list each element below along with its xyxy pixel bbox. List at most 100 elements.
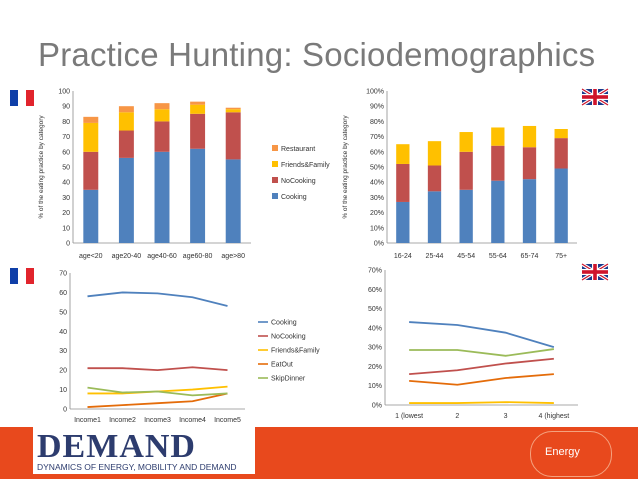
x-tick-label: 1 (lowest: [395, 413, 423, 420]
legend-label: Friends&Family: [281, 162, 330, 169]
y-tick-label: 40%: [370, 180, 384, 187]
bar-segment: [396, 163, 410, 202]
x-tick-label: Income3: [144, 417, 171, 424]
logo-text: DEMAND: [37, 428, 196, 465]
page-title: Practice Hunting: Sociodemographics: [38, 36, 596, 73]
y-tick-label: 20%: [368, 364, 382, 371]
bar-segment: [459, 151, 473, 190]
y-tick-label: 70: [62, 134, 70, 141]
bar-segment: [459, 189, 473, 243]
legend-label: Restaurant: [281, 146, 315, 153]
bar-segment: [522, 147, 537, 180]
bar-segment: [118, 112, 134, 131]
energy-badge-text: Energy: [545, 446, 580, 458]
y-tick-label: 60: [59, 290, 67, 297]
bar-segment: [554, 138, 568, 169]
y-tick-label: 10: [62, 225, 70, 232]
bar-segment: [154, 103, 170, 110]
uk-flag-icon: [581, 262, 609, 282]
x-tick-label: 4 (highest: [539, 413, 570, 420]
bar-segment: [225, 159, 241, 243]
y-tick-label: 10: [59, 387, 67, 394]
bar-segment: [118, 130, 134, 158]
legend-label: EatOut: [271, 362, 293, 369]
bar-segment: [427, 141, 442, 166]
y-tick-label: 60%: [368, 287, 382, 294]
y-tick-label: 40: [62, 180, 70, 187]
bar-segment: [427, 191, 442, 243]
bar-segment: [154, 151, 170, 243]
bar-segment: [83, 151, 99, 190]
y-tick-label: 80%: [370, 119, 384, 126]
x-tick-label: age>80: [221, 253, 245, 260]
y-tick-label: 60: [62, 149, 70, 156]
x-tick-label: 2: [455, 413, 459, 420]
y-tick-label: 10%: [368, 383, 382, 390]
y-tick-label: 10%: [370, 225, 384, 232]
series-line: [409, 373, 554, 386]
series-line: [409, 357, 554, 376]
bar-segment: [118, 106, 134, 113]
y-tick-label: 0%: [374, 241, 384, 248]
y-tick-label: 20%: [370, 210, 384, 217]
x-tick-label: 65-74: [521, 253, 539, 260]
y-tick-label: 80: [62, 119, 70, 126]
series-line: [409, 321, 555, 349]
france-flag-icon: [10, 90, 34, 106]
y-tick-label: 100: [58, 89, 70, 96]
legend-label: SkipDinner: [271, 376, 306, 383]
x-tick-label: 45-54: [457, 253, 475, 260]
x-tick-label: Income2: [109, 417, 136, 424]
legend-label: Cooking: [271, 320, 297, 327]
x-tick-label: 3: [504, 413, 508, 420]
logo-subtitle: DYNAMICS OF ENERGY, MOBILITY AND DEMAND: [37, 462, 237, 472]
y-tick-label: 50%: [370, 165, 384, 172]
bar-segment: [225, 112, 241, 160]
bar-segment: [83, 116, 99, 123]
y-axis-label: % of the eating practice by category: [342, 115, 349, 219]
y-tick-label: 0: [63, 407, 67, 414]
demand-logo: DEMAND DYNAMICS OF ENERGY, MOBILITY AND …: [33, 425, 255, 474]
bar-segment: [83, 122, 99, 152]
bar-segment: [522, 125, 537, 148]
bar-segment: [427, 165, 442, 192]
y-tick-label: 70: [59, 271, 67, 278]
legend-swatch: [272, 145, 278, 151]
y-tick-label: 90%: [370, 104, 384, 111]
france-flag-icon: [10, 268, 34, 284]
x-tick-label: Income4: [179, 417, 206, 424]
y-tick-label: 70%: [368, 268, 382, 275]
x-tick-label: age40-60: [147, 253, 177, 260]
bar-segment: [554, 129, 568, 139]
legend-label: Cooking: [281, 194, 307, 201]
y-tick-label: 40%: [368, 325, 382, 332]
bar-segment: [118, 157, 134, 243]
x-tick-label: 75+: [555, 253, 567, 260]
y-tick-label: 90: [62, 104, 70, 111]
y-tick-label: 60%: [370, 149, 384, 156]
y-tick-label: 30%: [368, 345, 382, 352]
bar-segment: [225, 107, 241, 110]
legend-label: NoCooking: [281, 178, 316, 185]
series-line: [87, 386, 228, 397]
x-tick-label: 25-44: [426, 253, 444, 260]
bar-segment: [554, 168, 568, 243]
y-tick-label: 100%: [366, 89, 384, 96]
bar-segment: [154, 109, 170, 122]
bar-segment: [491, 127, 505, 146]
x-tick-label: 16-24: [394, 253, 412, 260]
legend-swatch: [272, 161, 278, 167]
x-tick-label: Income1: [74, 417, 101, 424]
y-tick-label: 50: [59, 309, 67, 316]
series-line: [87, 291, 228, 307]
legend-label: Friends&Family: [271, 348, 320, 355]
x-tick-label: Income5: [214, 417, 241, 424]
y-axis-label: % of the eating practice by category: [38, 115, 45, 219]
legend-swatch: [272, 177, 278, 183]
bar-segment: [522, 179, 537, 243]
y-tick-label: 20: [59, 368, 67, 375]
bar-segment: [154, 121, 170, 152]
bar-segment: [190, 113, 206, 149]
bar-segment: [459, 132, 473, 152]
